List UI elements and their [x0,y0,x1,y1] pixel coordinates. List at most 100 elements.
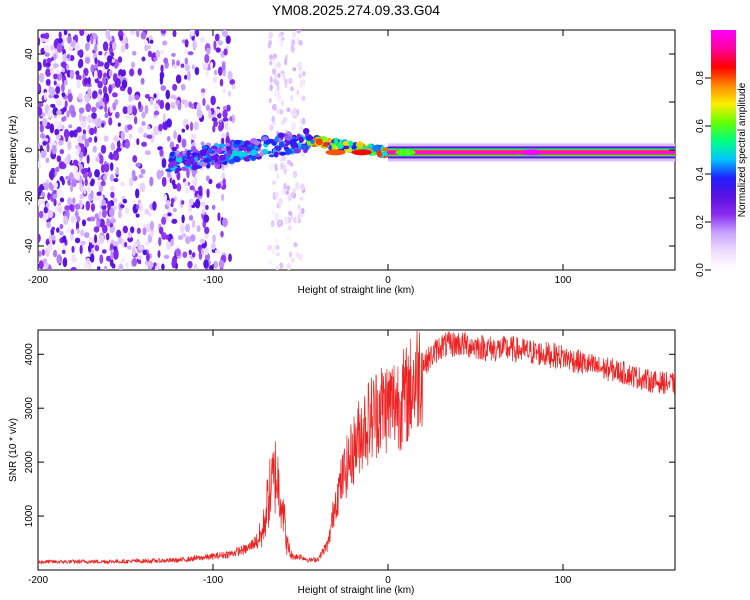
spectrogram-cell [86,114,93,124]
spectrogram-cell [288,224,292,231]
spectrogram-cell [76,228,80,234]
spectrogram-cell [144,104,149,115]
spectrogram-cell [38,106,43,116]
spectrogram-cell [109,106,113,113]
spectrogram-cell [220,193,225,202]
spectrogram-cell [272,120,276,126]
spectrogram-cell [300,117,303,125]
spectrogram-cell [56,254,63,265]
spectrogram-cell [212,234,216,243]
spectrogram-cell [310,139,315,145]
spectrogram-cell [159,148,164,157]
spectrogram-cell [300,183,305,191]
spectrogram-cell [43,44,50,53]
spectrogram-cell [291,39,296,46]
spectrogram-cell [278,132,285,139]
spectrogram-cell [278,33,282,38]
spectrogram-cell [202,62,209,71]
spectrogram-cell [87,87,92,97]
spectrogram-cell [280,100,284,107]
spectrogram-cell [278,198,283,205]
spectrogram-cell [74,42,80,52]
spectrogram-cell [181,128,186,133]
spectrogram-cell [94,77,99,84]
spectrogram-cell [229,116,233,122]
spectrogram-cell [146,134,153,139]
spectrogram-cell [220,230,224,238]
spectrogram-cell [214,249,221,254]
spectrogram-cell [110,142,116,151]
spectrogram-cell [109,185,115,192]
spectrogram-cell [70,109,77,118]
snr-series [38,330,675,565]
spectrogram-cell [269,60,273,66]
spectrogram-cell [112,41,117,51]
spectrogram-cell [74,237,81,244]
spectrogram-cell [176,60,180,67]
spectrogram-cell [152,201,157,211]
spectrogram-cell [222,88,226,94]
spectrogram-cell [291,122,296,130]
spectrogram-cell [120,230,124,236]
spectrogram-cell [159,74,164,85]
spectrogram-cell [131,257,138,267]
spectrogram-cell [77,60,83,69]
spectrogram-cell [305,135,314,142]
spectrogram-cell [116,147,122,152]
spectrogram-cell [183,181,189,187]
spectrogram-cell [53,182,59,189]
spectrogram-cell [85,103,92,113]
snr-line [38,330,675,565]
spectrogram-cell [159,99,165,110]
spectrogram-cell [63,30,68,36]
spectrogram-cell [142,227,147,236]
spectrogram-cell [226,126,231,131]
spectrogram-cell [269,54,273,60]
snr-xtick-label: -200 [28,575,48,586]
spectrogram-cell [176,171,181,181]
spectrogram-cell [144,150,151,156]
spectrogram-cell [83,187,87,195]
spectrogram-cell [46,57,52,64]
spectrogram-cell [268,154,275,158]
spectrogram-cell [169,152,175,157]
spectrogram-cell [87,183,91,193]
spectrogram-cell [290,257,295,263]
colorbar-tick-label: 0.2 [695,215,706,229]
spectrogram-cell [199,149,207,156]
spectrogram-cell [97,80,103,89]
spectrogram-cell [88,236,95,243]
spectrogram-cell [290,192,295,198]
spectrogram-cell [98,51,103,56]
spectrogram-cell [141,111,146,119]
spectrogram-cell [111,92,118,98]
spectrogram-cell [101,249,107,254]
spectrogram-cell [116,139,121,149]
spectrogram-cell [124,141,130,149]
colorbar-tick-label: 0.6 [695,119,706,133]
spectrogram-cell [44,262,49,270]
spectrogram-cell [166,118,173,128]
spectrogram-cell [98,61,104,67]
spectrogram-cell [144,241,150,246]
spectrogram-cell [203,259,209,269]
spectrogram-cell [61,82,65,93]
spectrogram-cell [214,33,220,42]
spectrogram-cell [58,161,64,169]
spectrogram-cell [296,30,302,34]
spectrogram-cell [302,70,306,77]
spectrogram-cell [283,167,287,175]
spectrogram-cell [186,70,191,81]
spectrogram-cell [217,40,224,46]
spectrogram-cell [249,149,258,156]
spectrogram-cell [246,148,252,152]
spectrogram-cell [124,241,128,248]
spectrogram-cell [153,93,157,99]
spectrogram-cell [205,47,211,55]
spectrogram-cell [273,103,277,112]
spectrogram-cell [172,207,177,213]
spectrogram-cell [182,251,188,258]
spectrogram-cell [103,85,108,96]
spectrogram-cell [95,101,101,109]
spectrogram-cell [38,142,41,148]
